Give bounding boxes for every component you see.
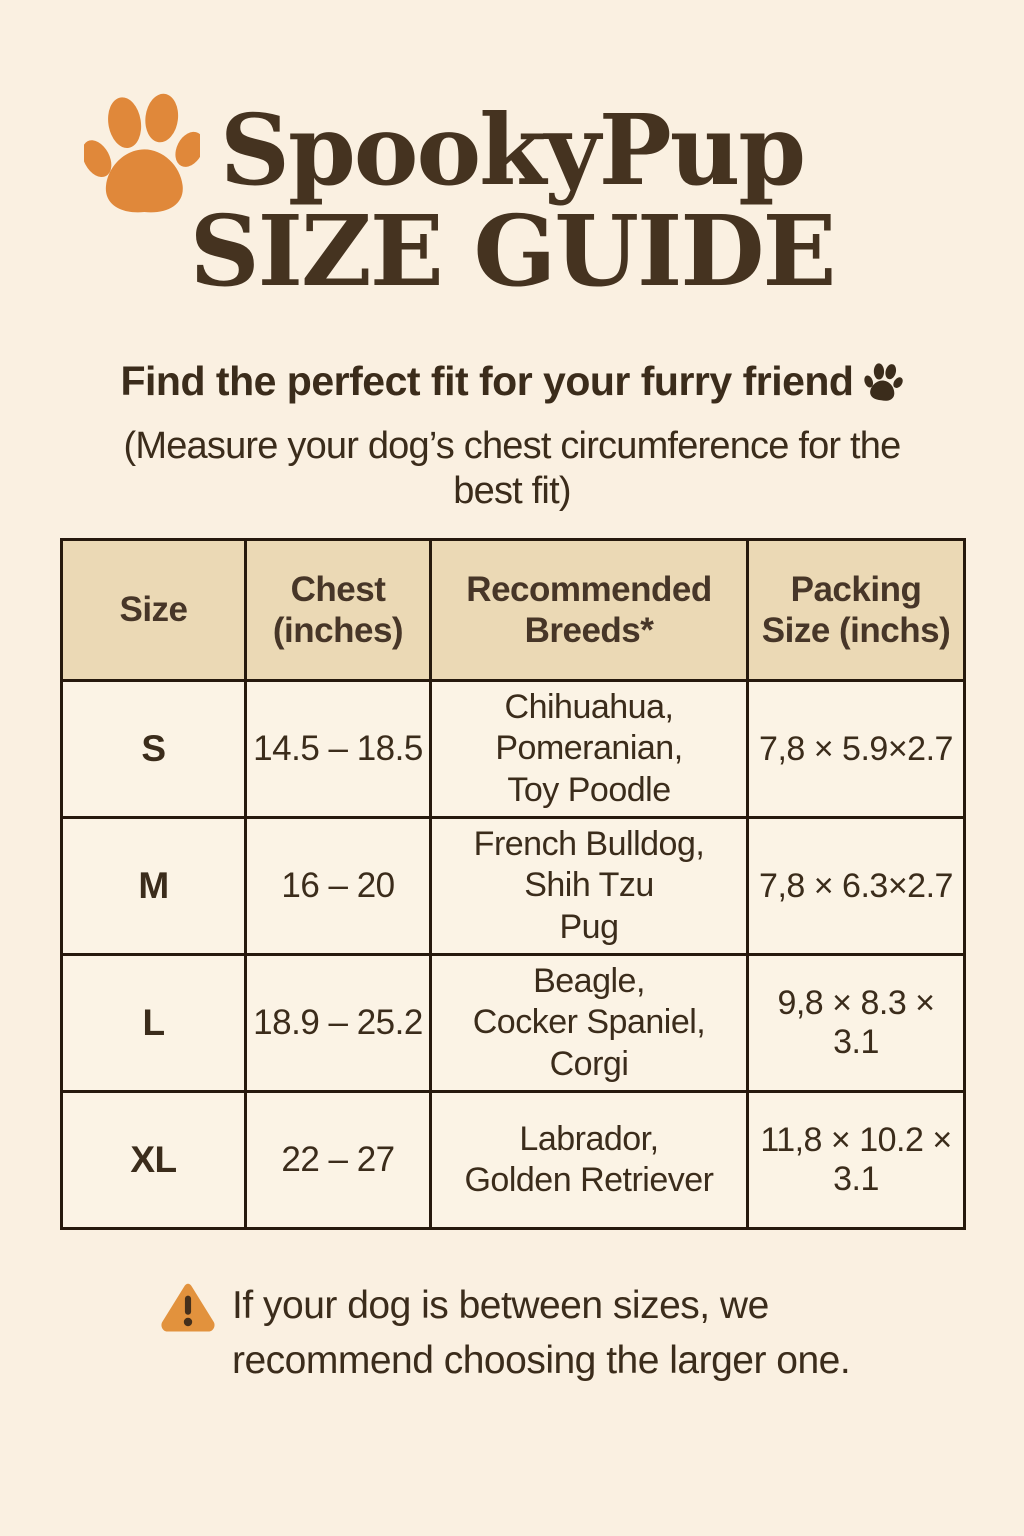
cell-size: L xyxy=(60,953,247,1093)
column-header-packing: Packing Size (inchs) xyxy=(746,538,966,682)
table-row: M 16 – 20 French Bulldog, Shih Tzu Pug 7… xyxy=(60,816,966,956)
paw-print-icon xyxy=(864,363,904,401)
warning-triangle-icon xyxy=(161,1283,215,1332)
column-header-chest: Chest (inches) xyxy=(244,538,432,682)
brand-name: SpookyPup xyxy=(219,93,806,207)
cell-size: XL xyxy=(60,1090,247,1230)
table-row: L 18.9 – 25.2 Beagle, Cocker Spaniel, Co… xyxy=(60,953,966,1093)
table-header-row: Size Chest (inches) Recommended Breeds* … xyxy=(60,538,966,682)
subtitle: Find the perfect fit for your furry frie… xyxy=(0,358,1024,405)
cell-packing: 11,8 × 10.2 × 3.1 xyxy=(746,1090,966,1230)
page-title: SpookyPup SIZE GUIDE xyxy=(0,100,1024,302)
cell-size: S xyxy=(60,679,247,819)
column-header-breeds: Recommended Breeds* xyxy=(429,538,749,682)
cell-breeds: French Bulldog, Shih Tzu Pug xyxy=(429,816,749,956)
cell-chest: 22 – 27 xyxy=(244,1090,432,1230)
paw-icon xyxy=(84,93,200,213)
cell-chest: 16 – 20 xyxy=(244,816,432,956)
cell-breeds: Chihuahua, Pomeranian, Toy Poodle xyxy=(429,679,749,819)
between-sizes-warning: If your dog is between sizes, we recomme… xyxy=(160,1278,960,1389)
cell-size: M xyxy=(60,816,247,956)
cell-chest: 18.9 – 25.2 xyxy=(244,953,432,1093)
table-row: S 14.5 – 18.5 Chihuahua, Pomeranian, Toy… xyxy=(60,679,966,819)
cell-packing: 9,8 × 8.3 × 3.1 xyxy=(746,953,966,1093)
cell-breeds: Beagle, Cocker Spaniel, Corgi xyxy=(429,953,749,1093)
cell-packing: 7,8 × 6.3×2.7 xyxy=(746,816,966,956)
table-row: XL 22 – 27 Labrador, Golden Retriever 11… xyxy=(60,1090,966,1230)
cell-chest: 14.5 – 18.5 xyxy=(244,679,432,819)
measure-note: (Measure your dog’s chest circumference … xyxy=(123,425,902,512)
warning-text: If your dog is between sizes, we recomme… xyxy=(232,1284,851,1383)
subtitle-text: Find the perfect fit for your furry frie… xyxy=(120,358,854,404)
size-table: Size Chest (inches) Recommended Breeds* … xyxy=(60,538,966,1230)
column-header-size: Size xyxy=(60,538,247,682)
title-size-guide: SIZE GUIDE xyxy=(189,193,837,308)
cell-packing: 7,8 × 5.9×2.7 xyxy=(746,679,966,819)
cell-breeds: Labrador, Golden Retriever xyxy=(429,1090,749,1230)
